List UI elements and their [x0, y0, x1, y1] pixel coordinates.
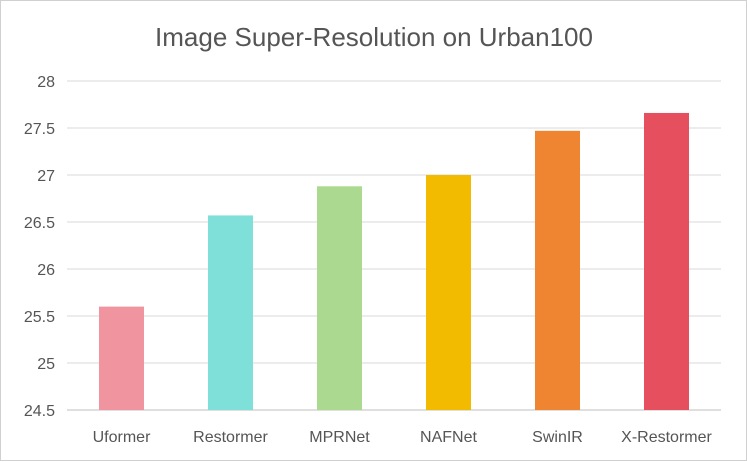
y-tick-label: 25.5	[24, 309, 55, 326]
x-category-label: X-Restormer	[621, 429, 712, 446]
x-category-label: SwinIR	[532, 429, 583, 446]
x-axis-categories: Uformer Restormer MPRNet NAFNet SwinIR X-Rest…	[93, 429, 713, 446]
y-tick-label: 28	[37, 74, 55, 91]
y-tick-label: 27	[37, 168, 55, 185]
bar-restormer	[208, 215, 253, 410]
x-category-label: NAFNet	[420, 429, 477, 446]
bar-x-restormer	[644, 112, 689, 411]
bar-mprnet	[317, 186, 362, 410]
bars	[99, 112, 689, 411]
y-axis-ticks: 24.5 25 25.5 26 26.5 27 27.5 28	[24, 74, 55, 420]
bar-swinir	[535, 130, 580, 410]
x-category-label: MPRNet	[309, 429, 370, 446]
chart-title: Image Super-Resolution on Urban100	[155, 22, 593, 52]
y-tick-label: 24.5	[24, 403, 55, 420]
gridlines	[67, 80, 721, 411]
y-tick-label: 25	[37, 356, 55, 373]
bar-nafnet	[426, 175, 471, 410]
y-tick-label: 27.5	[24, 121, 55, 138]
y-tick-label: 26	[37, 262, 55, 279]
x-category-label: Uformer	[93, 429, 151, 446]
y-tick-label: 26.5	[24, 215, 55, 232]
bar-uformer	[99, 306, 144, 410]
x-category-label: Restormer	[193, 429, 268, 446]
